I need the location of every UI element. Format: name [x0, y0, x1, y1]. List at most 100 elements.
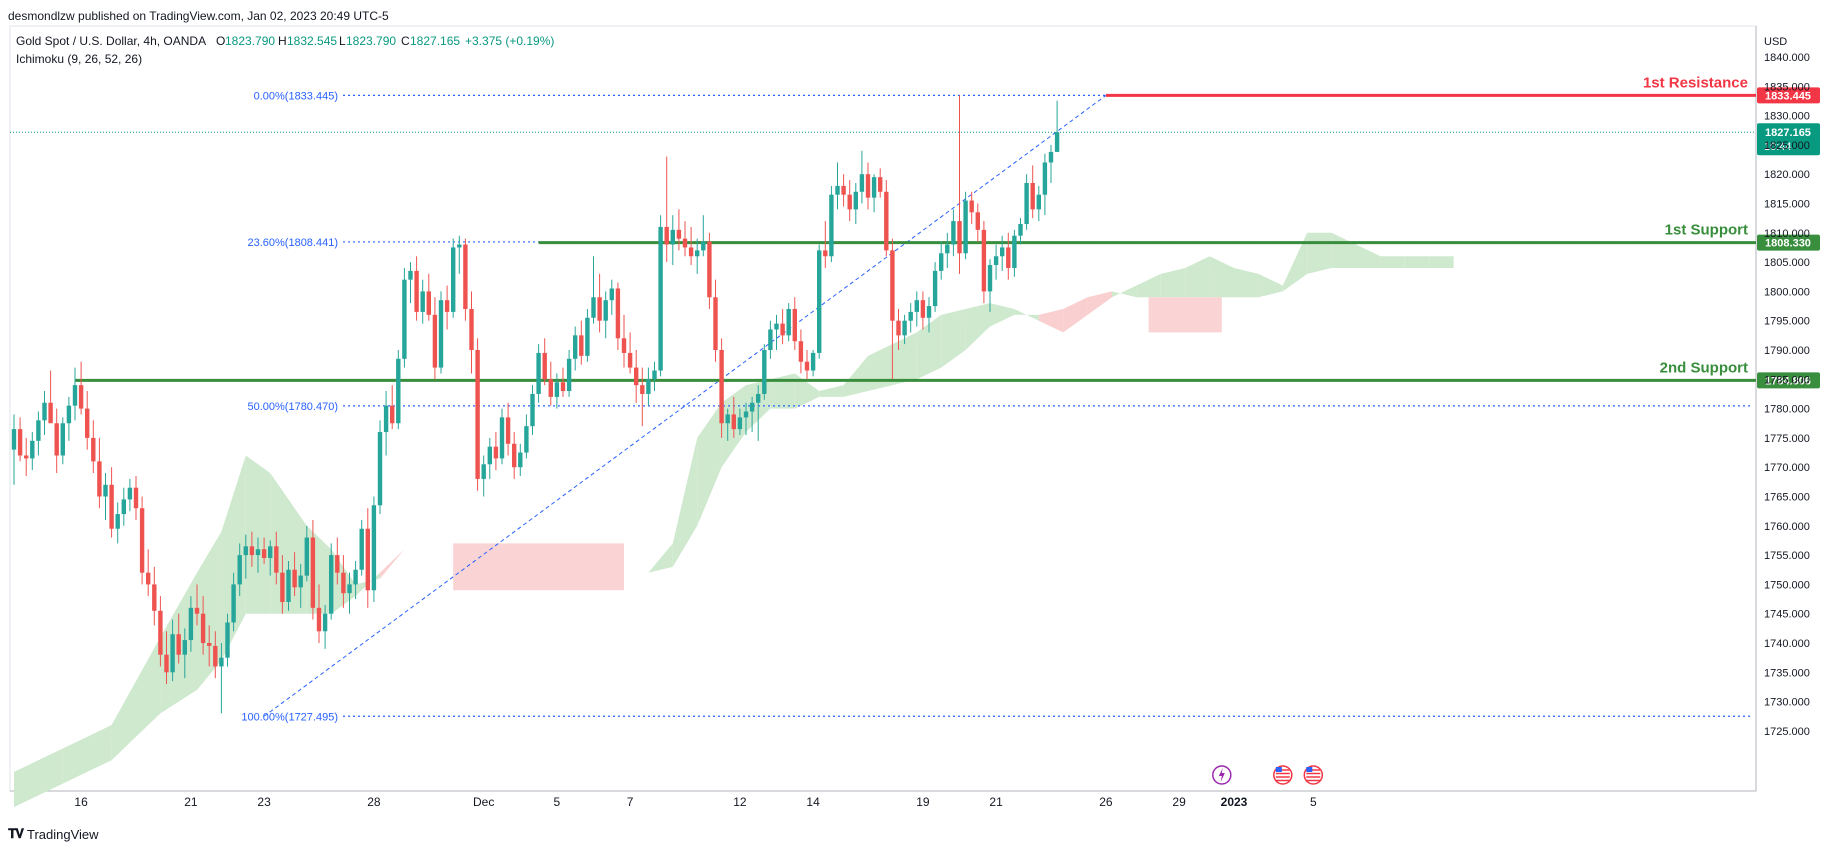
- candle-body: [890, 250, 895, 321]
- candle-body: [127, 487, 133, 500]
- candle-body: [756, 393, 761, 403]
- candle-body: [213, 645, 218, 667]
- candle-body: [835, 185, 840, 195]
- candle-body: [347, 584, 352, 594]
- price-tick-label: 1800.000: [1764, 286, 1810, 298]
- candle-body: [908, 311, 913, 321]
- candle-body: [292, 569, 297, 588]
- cloud-segment: [1234, 267, 1259, 298]
- cloud-segment: [1380, 256, 1405, 268]
- cloud-segment: [1136, 273, 1161, 298]
- cloud-segment: [843, 355, 868, 397]
- cloud-segment-bearish: [1148, 297, 1222, 333]
- close-value: 1827.165: [410, 34, 460, 48]
- candle-body: [268, 546, 273, 559]
- candle-body: [402, 279, 407, 359]
- cloud-segment-bearish: [453, 543, 624, 591]
- time-tick-label: 5: [554, 795, 561, 809]
- fibonacci-retracement[interactable]: 0.00%(1833.445) 23.60%(1808.441) 50.00%(17…: [241, 90, 1752, 723]
- time-tick-label: 21: [184, 795, 198, 809]
- candle-body: [719, 350, 724, 424]
- lightning-icon[interactable]: [1212, 765, 1232, 785]
- price-tick-label: 1820.000: [1764, 169, 1810, 181]
- candle-body: [762, 350, 767, 394]
- price-axis[interactable]: 1840.000 1835.000 1830.000 1825.000 1820.000…: [1764, 52, 1810, 738]
- price-tick-label: 1785.000: [1764, 374, 1810, 386]
- candle-body: [939, 253, 944, 271]
- candle-body: [817, 250, 822, 353]
- candle-body: [24, 455, 29, 459]
- candle-body: [243, 546, 248, 556]
- candle-body: [377, 432, 383, 506]
- candle-body: [1018, 224, 1023, 236]
- candle-body: [475, 350, 480, 479]
- price-tick-label: 1730.000: [1764, 697, 1810, 709]
- candle-body: [963, 200, 968, 254]
- footer-brand: TradingView: [27, 826, 99, 842]
- candle-body: [365, 528, 370, 591]
- level-price-text: 1808.330: [1765, 238, 1811, 250]
- candle-body: [1006, 247, 1011, 268]
- time-tick-label: 2023: [1221, 795, 1248, 809]
- candle-body: [810, 352, 816, 371]
- tradingview-logo-icon: 𝐓𝐕: [8, 826, 24, 841]
- candle-body: [627, 352, 633, 368]
- us-flag-icon[interactable]: [1273, 765, 1293, 785]
- us-flag-icon-canton: [1306, 767, 1313, 772]
- currency-label: USD: [1764, 36, 1787, 48]
- candle-body: [566, 358, 572, 392]
- candle-body: [261, 549, 267, 559]
- fib-level-label: 50.00%(1780.470): [247, 401, 338, 413]
- candle-body: [280, 572, 285, 602]
- time-tick-label: 12: [733, 795, 747, 809]
- bar-countdown-text: 10:44: [1764, 141, 1792, 153]
- candle-body: [164, 654, 169, 673]
- candle-body: [987, 265, 993, 292]
- time-axis[interactable]: 16 21 23 28 Dec 5 7 12 14 19 21 26 29 2023 5: [74, 795, 1317, 809]
- price-tick-label: 1830.000: [1764, 111, 1810, 123]
- candle-body: [78, 385, 84, 409]
- candle-body: [591, 297, 596, 318]
- candle-body: [341, 572, 346, 594]
- cloud-segment: [1404, 256, 1430, 268]
- candle-body: [676, 229, 682, 239]
- cloud-segment: [672, 437, 698, 567]
- candle-body: [1042, 162, 1048, 195]
- support-resistance-levels[interactable]: 1st Resistance 1833.445 1st Support 1808.33…: [10, 74, 1820, 389]
- candle-body: [707, 241, 712, 298]
- time-tick-label: 26: [1099, 795, 1113, 809]
- cloud-segment: [916, 314, 942, 380]
- candle-body: [408, 270, 413, 280]
- candle-body: [1030, 182, 1035, 210]
- candle-body: [536, 352, 541, 394]
- candle-body: [304, 537, 309, 576]
- candle-body: [981, 229, 987, 292]
- candle-body: [420, 291, 425, 312]
- cloud-segment: [245, 455, 271, 614]
- indicator-title[interactable]: Ichimoku (9, 26, 52, 26): [16, 52, 142, 66]
- us-flag-icon[interactable]: [1303, 765, 1324, 785]
- cloud-segment: [770, 373, 795, 409]
- price-tick-label: 1745.000: [1764, 609, 1810, 621]
- candle-body: [60, 423, 65, 456]
- candle-body: [646, 379, 651, 394]
- price-tick-label: 1725.000: [1764, 726, 1810, 738]
- candle-body: [530, 393, 535, 427]
- candle-body: [701, 241, 706, 251]
- candle-body: [597, 297, 602, 321]
- candles: [11, 95, 1060, 714]
- candle-body: [438, 300, 444, 368]
- candle-body: [737, 417, 743, 430]
- level-price-tag: [1757, 372, 1820, 389]
- cloud-segment: [1429, 256, 1454, 268]
- candle-body: [91, 437, 96, 462]
- time-tick-label: 23: [257, 795, 271, 809]
- event-markers[interactable]: [1212, 765, 1324, 785]
- symbol-title[interactable]: Gold Spot / U.S. Dollar, 4h, OANDA: [16, 34, 206, 48]
- candle-body: [11, 429, 17, 450]
- candle-body: [298, 575, 303, 588]
- cloud-segment: [270, 473, 307, 614]
- candle-body: [743, 411, 749, 418]
- price-tick-label: 1805.000: [1764, 257, 1810, 269]
